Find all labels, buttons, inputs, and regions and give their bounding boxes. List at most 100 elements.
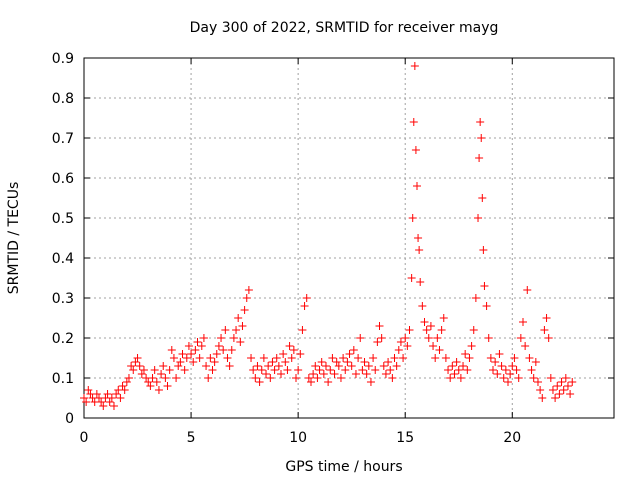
data-point: [300, 302, 309, 310]
data-point: [433, 334, 442, 342]
data-point: [180, 366, 189, 374]
data-point: [454, 366, 463, 374]
data-point: [551, 394, 560, 402]
data-point: [514, 374, 523, 382]
data-point: [253, 362, 262, 370]
data-point: [437, 326, 446, 334]
data-point: [236, 338, 245, 346]
tick-labels: 0 0.1 0.2 0.3 0.4 0.5 0.6 0.7 0.8 0.9 0 5 10 15 20: [52, 51, 521, 446]
data-point: [414, 234, 423, 242]
data-point: [568, 378, 577, 386]
data-point: [214, 342, 223, 350]
data-point: [238, 322, 247, 330]
data-point: [251, 374, 260, 382]
data-point: [538, 394, 547, 402]
data-point: [285, 342, 294, 350]
data-point: [223, 354, 232, 362]
data-point: [302, 294, 311, 302]
data-point: [349, 346, 358, 354]
chart-title: Day 300 of 2022, SRMTID for receiver may…: [190, 20, 499, 36]
data-point: [499, 374, 508, 382]
data-point: [394, 346, 403, 354]
data-point: [354, 354, 363, 362]
data-point: [193, 338, 202, 346]
data-point: [512, 366, 521, 374]
data-point: [157, 370, 166, 378]
data-point: [124, 374, 133, 382]
data-point: [484, 334, 493, 342]
data-point: [491, 358, 500, 366]
data-point: [174, 362, 183, 370]
data-point: [135, 362, 144, 370]
data-point: [234, 314, 243, 322]
data-point: [255, 378, 264, 386]
data-point: [416, 278, 425, 286]
data-point: [529, 374, 538, 382]
data-point: [336, 374, 345, 382]
data-point: [232, 326, 241, 334]
data-point: [137, 370, 146, 378]
data-point: [489, 366, 498, 374]
data-point: [341, 366, 350, 374]
data-point: [548, 386, 557, 394]
data-point: [208, 366, 217, 374]
y-tick-label: 0.2: [52, 331, 74, 347]
data-point: [544, 334, 553, 342]
data-point: [274, 362, 283, 370]
data-point: [478, 194, 487, 202]
data-point: [475, 154, 484, 162]
data-point: [304, 374, 313, 382]
data-point: [283, 366, 292, 374]
data-point: [99, 402, 108, 410]
data-point: [495, 350, 504, 358]
data-point: [407, 274, 416, 282]
data-point: [448, 362, 457, 370]
data-point: [259, 354, 268, 362]
data-point: [399, 354, 408, 362]
data-point: [294, 366, 303, 374]
data-point: [159, 362, 168, 370]
data-point: [386, 366, 395, 374]
data-point: [431, 354, 440, 362]
data-point: [298, 326, 307, 334]
data-point: [409, 118, 418, 126]
data-point: [546, 374, 555, 382]
data-point: [557, 378, 566, 386]
data-point: [80, 394, 88, 402]
plot-frame: [83, 57, 615, 419]
data-point: [347, 362, 356, 370]
data-point: [332, 358, 341, 366]
x-tick-label: 5: [187, 430, 196, 446]
data-point: [360, 358, 369, 366]
y-axis-label: SRMTID / TECUs: [6, 182, 22, 295]
x-tick-label: 15: [396, 430, 414, 446]
data-point: [444, 366, 453, 374]
data-point: [167, 346, 176, 354]
data-point: [204, 374, 213, 382]
data-point: [268, 358, 277, 366]
x-axis-label: GPS time / hours: [285, 459, 402, 475]
data-point: [536, 386, 545, 394]
data-point: [306, 378, 315, 386]
data-point: [446, 374, 455, 382]
data-point: [315, 366, 324, 374]
data-point: [516, 334, 525, 342]
data-point: [362, 370, 371, 378]
data-point: [249, 366, 258, 374]
data-point: [324, 378, 333, 386]
data-point: [412, 182, 421, 190]
data-point: [467, 342, 476, 350]
data-point: [116, 394, 125, 402]
data-point: [212, 350, 221, 358]
data-point: [326, 366, 335, 374]
data-point: [144, 378, 153, 386]
data-point: [343, 358, 352, 366]
data-point: [279, 350, 288, 358]
data-point: [553, 382, 562, 390]
data-point: [270, 366, 279, 374]
data-point: [424, 334, 433, 342]
data-point: [456, 374, 465, 382]
data-point: [540, 326, 549, 334]
data-point: [206, 354, 215, 362]
data-point: [229, 334, 238, 342]
